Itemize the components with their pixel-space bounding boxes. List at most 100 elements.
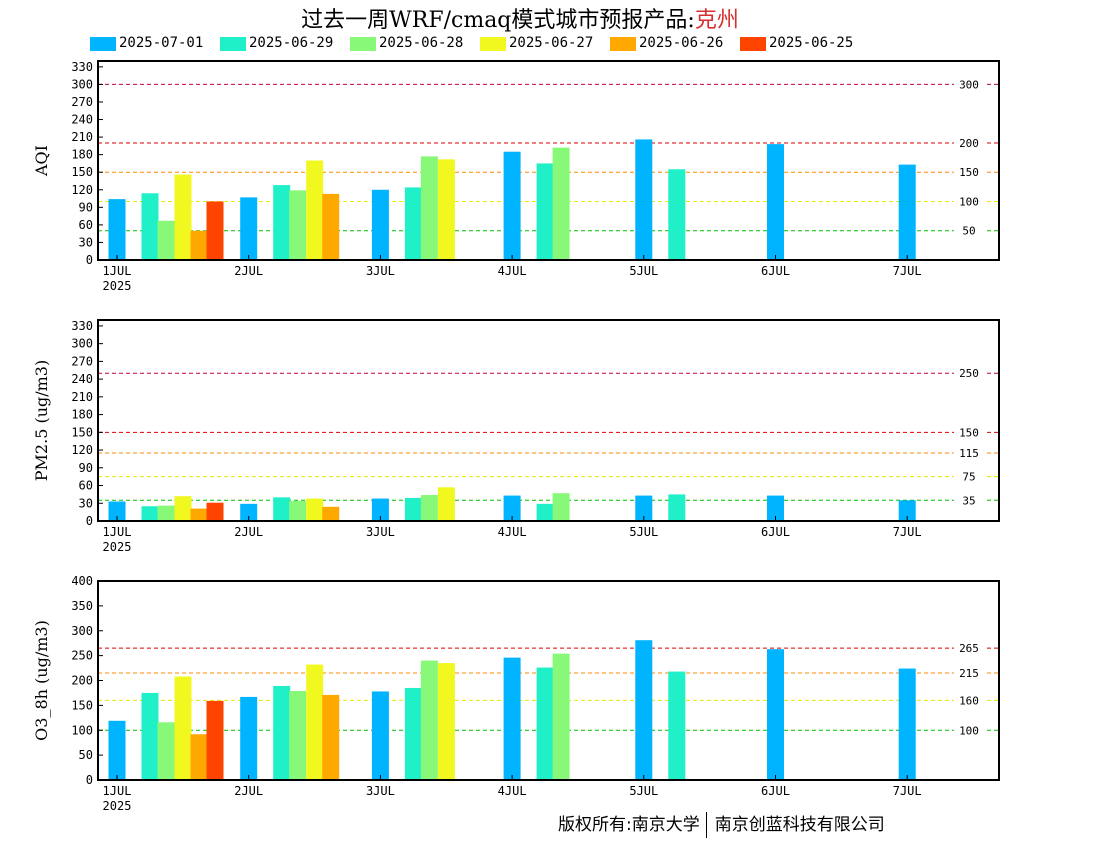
bar: [635, 495, 653, 521]
y-tick-label: 270: [71, 354, 93, 368]
y-tick-label: 210: [71, 130, 93, 144]
y-tick-label: 150: [71, 698, 93, 712]
threshold-label: 300: [959, 78, 979, 91]
threshold-label-bg: [954, 224, 984, 237]
y-tick-label: 350: [71, 599, 93, 613]
legend-label: 2025-06-25: [769, 35, 854, 51]
threshold-label-bg: [954, 426, 984, 439]
legend-label: 2025-07-01: [119, 35, 204, 51]
x-tick-label: 2JUL: [234, 264, 263, 278]
threshold-label: 35: [962, 494, 975, 507]
legend-swatch: [90, 37, 116, 51]
x-tick-label: 5JUL: [629, 264, 658, 278]
y-tick-label: 300: [71, 337, 93, 351]
bar: [404, 687, 422, 780]
threshold-label: 115: [959, 447, 979, 460]
y-tick-label: 60: [79, 479, 93, 493]
x-tick-label: 6JUL: [761, 525, 790, 539]
bar: [898, 668, 916, 780]
y-tick-label: 250: [71, 649, 93, 663]
bar: [635, 640, 653, 780]
bar: [273, 685, 291, 780]
threshold-label-bg: [954, 667, 984, 680]
bar: [635, 139, 653, 260]
bar: [552, 147, 570, 260]
threshold-label: 200: [959, 137, 979, 150]
bar: [767, 495, 784, 521]
bar: [306, 664, 324, 780]
y-tick-label: 90: [79, 461, 93, 475]
bar: [174, 496, 192, 521]
threshold-label-bg: [954, 136, 984, 149]
bar: [898, 164, 916, 260]
y-tick-label: 330: [71, 319, 93, 333]
threshold-label-bg: [954, 694, 984, 707]
y-tick-label: 50: [79, 748, 93, 762]
y-tick-label: 300: [71, 624, 93, 638]
x-tick-label: 3JUL: [366, 525, 395, 539]
bar: [174, 174, 192, 260]
y-tick-label: 0: [86, 514, 93, 528]
y-tick-label: 120: [71, 183, 93, 197]
bar: [371, 691, 389, 780]
x-year-label: 2025: [103, 540, 132, 554]
x-tick-label: 5JUL: [629, 784, 658, 798]
y-axis-label: O3_8h (ug/m3): [32, 620, 51, 741]
y-tick-label: 180: [71, 148, 93, 162]
bar: [898, 500, 916, 521]
y-axis-label: PM2.5 (ug/m3): [32, 360, 51, 481]
y-tick-label: 210: [71, 390, 93, 404]
y-tick-label: 240: [71, 113, 93, 127]
bar: [371, 189, 389, 260]
legend-swatch: [350, 37, 376, 51]
bar: [536, 163, 554, 260]
x-tick-label: 7JUL: [893, 784, 922, 798]
y-tick-label: 90: [79, 200, 93, 214]
bar: [767, 649, 784, 780]
y-tick-label: 30: [79, 235, 93, 249]
y-tick-label: 120: [71, 443, 93, 457]
chart-title-city: 克州: [694, 8, 739, 33]
threshold-label: 100: [959, 195, 979, 208]
bar: [157, 220, 175, 260]
threshold-label-bg: [954, 447, 984, 460]
bar: [322, 193, 340, 260]
bar: [322, 506, 340, 521]
bar: [668, 169, 686, 260]
x-tick-label: 3JUL: [366, 264, 395, 278]
legend-label: 2025-06-26: [639, 35, 724, 51]
threshold-label-bg: [954, 78, 984, 91]
chart-title-prefix: 过去一周WRF/cmaq模式城市预报产品:: [301, 8, 695, 33]
y-tick-label: 330: [71, 60, 93, 74]
bar: [322, 694, 340, 780]
bar: [190, 734, 208, 780]
y-tick-label: 0: [86, 253, 93, 267]
bar: [273, 185, 291, 260]
y-tick-label: 180: [71, 408, 93, 422]
bar: [536, 667, 554, 780]
bar: [206, 502, 224, 521]
legend-label: 2025-06-29: [249, 35, 334, 51]
plot-frame: [97, 60, 1000, 261]
x-tick-label: 2JUL: [234, 784, 263, 798]
bar: [668, 671, 686, 780]
chart-panel: 250 150 115 75 35 0 30 60 90 120 150 180 210 240 270 30…: [32, 319, 1000, 554]
x-tick-label: 7JUL: [893, 264, 922, 278]
bar: [552, 653, 570, 780]
bar: [289, 690, 307, 780]
y-tick-label: 270: [71, 95, 93, 109]
chart-title: 过去一周WRF/cmaq模式城市预报产品:克州: [0, 2, 1040, 34]
bar: [240, 197, 258, 260]
x-tick-label: 1JUL: [103, 264, 132, 278]
bar: [289, 190, 307, 260]
bar: [420, 660, 438, 780]
threshold-label: 75: [962, 471, 975, 484]
x-tick-label: 5JUL: [629, 525, 658, 539]
x-tick-label: 4JUL: [498, 784, 527, 798]
legend-label: 2025-06-27: [509, 35, 594, 51]
bar: [536, 503, 554, 521]
y-tick-label: 240: [71, 372, 93, 386]
bar: [371, 498, 389, 521]
y-tick-label: 150: [71, 165, 93, 179]
